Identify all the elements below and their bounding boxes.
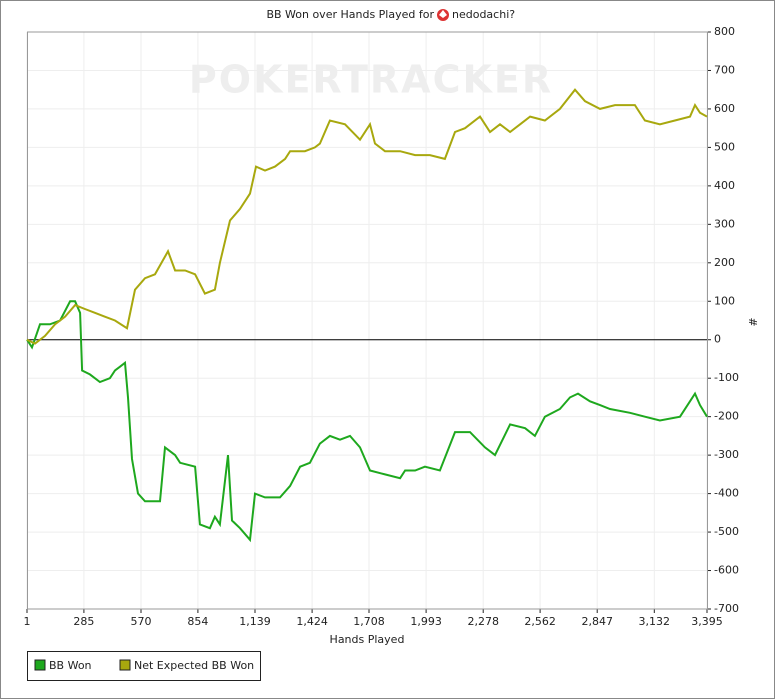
x-tick-label: 3,395 (691, 615, 723, 628)
legend-label: BB Won (49, 659, 92, 672)
x-tick-label: 854 (187, 615, 208, 628)
y-tick-label: 700 (714, 63, 735, 76)
y-tick-label: 400 (714, 179, 735, 192)
series-line (26, 300, 708, 543)
y-tick-label: -700 (714, 602, 739, 615)
x-tick-label: 3,132 (639, 615, 671, 628)
x-tick-label: 285 (73, 615, 94, 628)
y-tick-label: 800 (714, 25, 735, 38)
legend-swatch (119, 659, 131, 671)
x-tick-label: 2,847 (581, 615, 613, 628)
plot-frame (27, 31, 708, 610)
chart-title: BB Won over Hands Played for (266, 8, 434, 21)
legend-swatch (34, 659, 46, 671)
series-line (26, 88, 708, 345)
y-axis-label: # (746, 317, 759, 326)
x-tick-label: 570 (131, 615, 152, 628)
y-tick-label: -600 (714, 564, 739, 577)
x-tick-label: 2,562 (524, 615, 556, 628)
x-tick-label: 1,993 (410, 615, 442, 628)
y-tick-label: -100 (714, 371, 739, 384)
x-tick-label: 1,139 (239, 615, 271, 628)
y-tick-label: -200 (714, 410, 739, 423)
legend-label: Net Expected BB Won (134, 659, 254, 672)
x-tick-label: 1,424 (296, 615, 328, 628)
x-axis-label: Hands Played (330, 633, 405, 646)
player-icon (437, 9, 449, 21)
legend (27, 651, 261, 681)
y-tick-label: 600 (714, 102, 735, 115)
y-tick-label: 100 (714, 294, 735, 307)
y-tick-label: -400 (714, 487, 739, 500)
y-tick-label: 500 (714, 140, 735, 153)
x-tick-label: 1,708 (353, 615, 385, 628)
y-tick-label: 200 (714, 256, 735, 269)
y-tick-label: -500 (714, 525, 739, 538)
y-tick-label: 300 (714, 217, 735, 230)
y-tick-label: -300 (714, 448, 739, 461)
y-tick-label: 0 (714, 333, 721, 346)
watermark: POKERTRACKER (189, 58, 553, 102)
player-name: nedodachi? (452, 8, 515, 21)
x-tick-label: 1 (24, 615, 31, 628)
x-tick-label: 2,278 (467, 615, 499, 628)
